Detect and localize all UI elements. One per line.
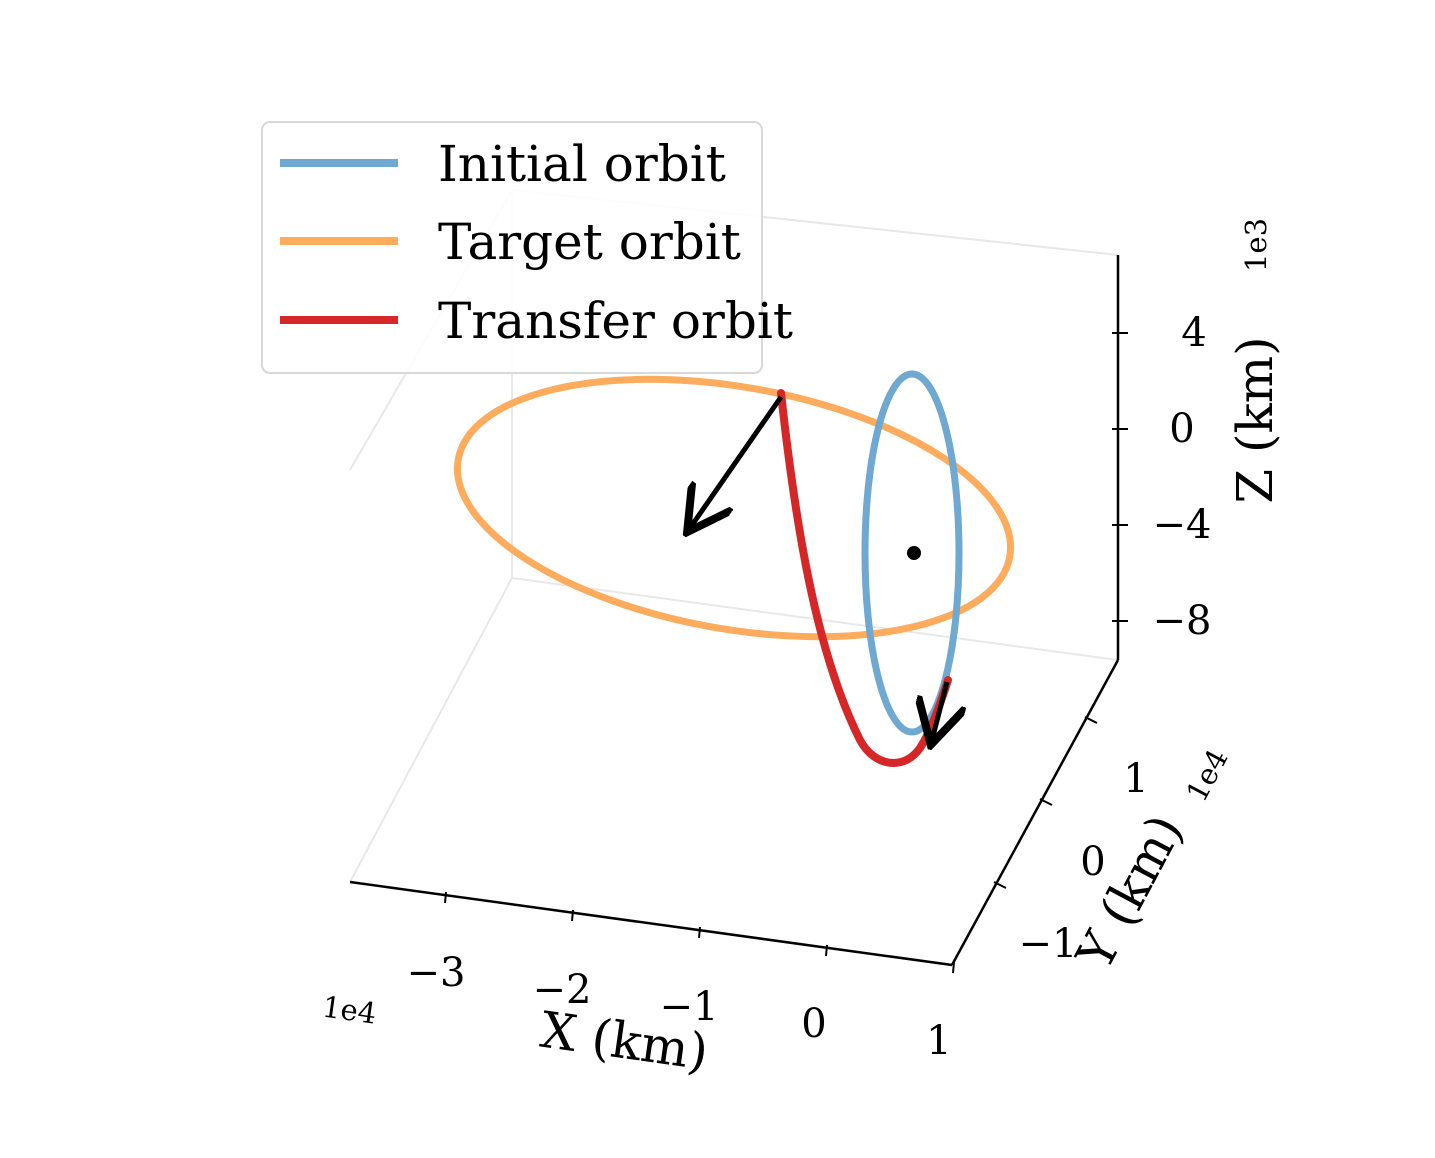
z-tick-label: −4 bbox=[1153, 502, 1212, 548]
y-axis-line bbox=[950, 659, 1120, 966]
x-tick-label: −3 bbox=[407, 950, 466, 996]
target-orbit-curve bbox=[453, 375, 1015, 641]
x-offset-label: 1e4 bbox=[320, 989, 378, 1030]
y-axis-title: Y (km) bbox=[1065, 805, 1194, 979]
y-axis: 1 0 −1 Y (km) 1e4 bbox=[950, 659, 1235, 980]
pane-edge bbox=[349, 577, 513, 883]
departure-impulse-arrow bbox=[932, 681, 947, 740]
x-axis-line bbox=[349, 880, 953, 967]
z-offset-label: 1e3 bbox=[1239, 218, 1273, 272]
y-offset-label: 1e4 bbox=[1179, 743, 1234, 807]
legend-label-initial: Initial orbit bbox=[438, 135, 726, 193]
legend-frame bbox=[261, 121, 763, 374]
x-tick-label: −2 bbox=[533, 967, 592, 1013]
legend-label-target: Target orbit bbox=[438, 213, 741, 271]
x-tick bbox=[698, 926, 701, 939]
y-tick-label: −1 bbox=[1019, 921, 1078, 967]
x-tick-label: −1 bbox=[660, 984, 719, 1030]
x-tick bbox=[444, 891, 447, 904]
x-tick-label: 0 bbox=[801, 1001, 826, 1047]
z-tick-label: 0 bbox=[1169, 406, 1194, 452]
y-tick bbox=[993, 881, 1007, 889]
legend: Initial orbit Target orbit Transfer orbi… bbox=[261, 121, 793, 374]
z-tick-label: 4 bbox=[1181, 310, 1206, 356]
central-body-dot bbox=[907, 546, 921, 560]
x-tick bbox=[825, 944, 828, 957]
x-tick-label: 1 bbox=[926, 1018, 951, 1064]
x-tick bbox=[952, 961, 955, 974]
z-tick-label: −8 bbox=[1153, 598, 1212, 644]
y-tick-label: 0 bbox=[1080, 839, 1105, 885]
x-axis: −3 −2 −1 0 1 X (km) 1e4 bbox=[320, 880, 955, 1082]
legend-label-transfer: Transfer orbit bbox=[438, 292, 793, 350]
z-axis: 4 0 −4 −8 Z (km) 1e3 bbox=[1112, 218, 1284, 660]
x-tick bbox=[571, 909, 574, 922]
initial-orbit-curve bbox=[861, 370, 963, 736]
y-tick bbox=[1084, 716, 1098, 724]
insertion-impulse-arrow bbox=[690, 395, 784, 528]
plot-markers bbox=[690, 395, 947, 740]
z-axis-title: Z (km) bbox=[1226, 336, 1284, 503]
y-tick-label: 1 bbox=[1123, 756, 1148, 802]
y-tick bbox=[1039, 798, 1053, 806]
